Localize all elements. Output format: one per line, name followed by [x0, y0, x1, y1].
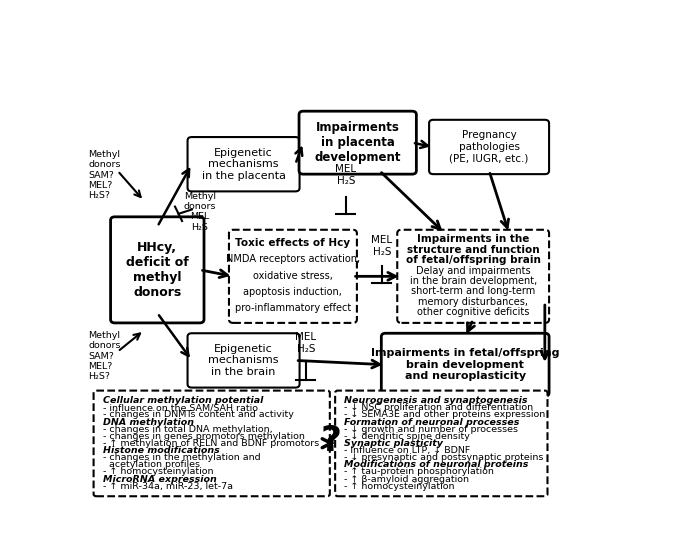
Text: - ↓ SEMA3E and other proteins expression: - ↓ SEMA3E and other proteins expression [344, 410, 545, 419]
Text: - influence on LTP, ↓ BDNF: - influence on LTP, ↓ BDNF [344, 446, 471, 455]
Text: - changes in total DNA methylation,: - changes in total DNA methylation, [103, 424, 272, 433]
Text: MicroRNA expression: MicroRNA expression [103, 474, 216, 484]
Text: Delay and impairments: Delay and impairments [416, 265, 530, 276]
Text: Toxic effects of Hcy: Toxic effects of Hcy [236, 238, 351, 248]
Text: MEL
H₂S: MEL H₂S [295, 332, 316, 354]
Text: Methyl
donors
SAM?
MEL?
H₂S?: Methyl donors SAM? MEL? H₂S? [88, 331, 121, 381]
FancyBboxPatch shape [397, 230, 549, 323]
Text: Impairments in fetal/offspring
brain development
and neuroplasticity: Impairments in fetal/offspring brain dev… [371, 348, 560, 381]
Text: Epigenetic
mechanisms
in the placenta: Epigenetic mechanisms in the placenta [201, 148, 286, 181]
Text: MEL
H₂S: MEL H₂S [371, 235, 393, 257]
Text: Methyl
donors
MEL
H₂S: Methyl donors MEL H₂S [184, 192, 216, 232]
Text: - changes in genes promotors methylation: - changes in genes promotors methylation [103, 432, 305, 441]
Text: Synaptic plasticity: Synaptic plasticity [344, 439, 443, 448]
Text: - ↑ β-amyloid aggregation: - ↑ β-amyloid aggregation [344, 474, 469, 484]
Text: structure and function: structure and function [407, 245, 540, 255]
Text: - ↑ methylation of RELN and BDNF promotors: - ↑ methylation of RELN and BDNF promoto… [103, 439, 319, 448]
Text: Formation of neuronal processes: Formation of neuronal processes [344, 418, 519, 427]
Text: short-term and long-term: short-term and long-term [411, 286, 535, 296]
Text: Epigenetic
mechanisms
in the brain: Epigenetic mechanisms in the brain [208, 344, 279, 377]
Text: - ↑ tau-protein phosphorylation: - ↑ tau-protein phosphorylation [344, 468, 494, 477]
Text: - ↑ homocysteinylation: - ↑ homocysteinylation [344, 482, 455, 491]
Text: MEL
H₂S: MEL H₂S [335, 164, 356, 186]
Text: - ↓ growth and number of processes: - ↓ growth and number of processes [344, 424, 518, 433]
FancyBboxPatch shape [335, 391, 547, 496]
Text: NMDA receptors activation,: NMDA receptors activation, [226, 254, 360, 264]
Text: - ↓ dendritic spine density: - ↓ dendritic spine density [344, 432, 470, 441]
Text: HHcy,
deficit of
methyl
donors: HHcy, deficit of methyl donors [126, 241, 188, 299]
Text: - changes in DNMTs content and activity: - changes in DNMTs content and activity [103, 410, 293, 419]
Text: - ↑ miR-34a, miR-23, let-7a: - ↑ miR-34a, miR-23, let-7a [103, 482, 233, 491]
Text: oxidative stress,: oxidative stress, [253, 270, 333, 281]
FancyBboxPatch shape [188, 137, 299, 192]
Text: - ↓ NSC proliferation and differentiation: - ↓ NSC proliferation and differentiatio… [344, 403, 534, 412]
Text: DNA methylation: DNA methylation [103, 418, 194, 427]
Text: apoptosis induction,: apoptosis induction, [243, 287, 342, 297]
Text: Cellular methylation potential: Cellular methylation potential [103, 396, 263, 405]
Text: in the brain development,: in the brain development, [410, 276, 537, 286]
Text: pro-inflammatory effect: pro-inflammatory effect [235, 303, 351, 313]
FancyBboxPatch shape [429, 120, 549, 174]
FancyBboxPatch shape [229, 230, 357, 323]
Text: Modifications of neuronal proteins: Modifications of neuronal proteins [344, 460, 529, 469]
Text: Neurogenesis and synaptogenesis: Neurogenesis and synaptogenesis [344, 396, 527, 405]
Text: of fetal/offspring brain: of fetal/offspring brain [406, 255, 540, 265]
Text: Impairments in the: Impairments in the [417, 235, 530, 245]
Text: Impairments
in placenta
development: Impairments in placenta development [314, 121, 401, 164]
Text: Pregnancy
pathologies
(PE, IUGR, etc.): Pregnancy pathologies (PE, IUGR, etc.) [449, 130, 529, 164]
Text: - influence on the SAM/SAH ratio: - influence on the SAM/SAH ratio [103, 403, 258, 412]
Text: Methyl
donors
SAM?
MEL?
H₂S?: Methyl donors SAM? MEL? H₂S? [88, 150, 121, 200]
Text: acetylation profiles: acetylation profiles [103, 460, 199, 469]
Text: memory disturbances,: memory disturbances, [418, 297, 528, 307]
Text: - changes in the methylation and: - changes in the methylation and [103, 453, 260, 462]
FancyBboxPatch shape [94, 391, 329, 496]
Text: - ↑ homocysteinylation: - ↑ homocysteinylation [103, 468, 213, 477]
FancyBboxPatch shape [110, 217, 204, 323]
FancyBboxPatch shape [299, 111, 416, 174]
Text: ?: ? [321, 424, 341, 458]
Text: Histone modifications: Histone modifications [103, 446, 219, 455]
FancyBboxPatch shape [382, 333, 549, 396]
Text: other cognitive deficits: other cognitive deficits [417, 307, 530, 317]
Text: - ↓ presynaptic and postsynaptic proteins: - ↓ presynaptic and postsynaptic protein… [344, 453, 543, 462]
FancyBboxPatch shape [188, 333, 299, 388]
